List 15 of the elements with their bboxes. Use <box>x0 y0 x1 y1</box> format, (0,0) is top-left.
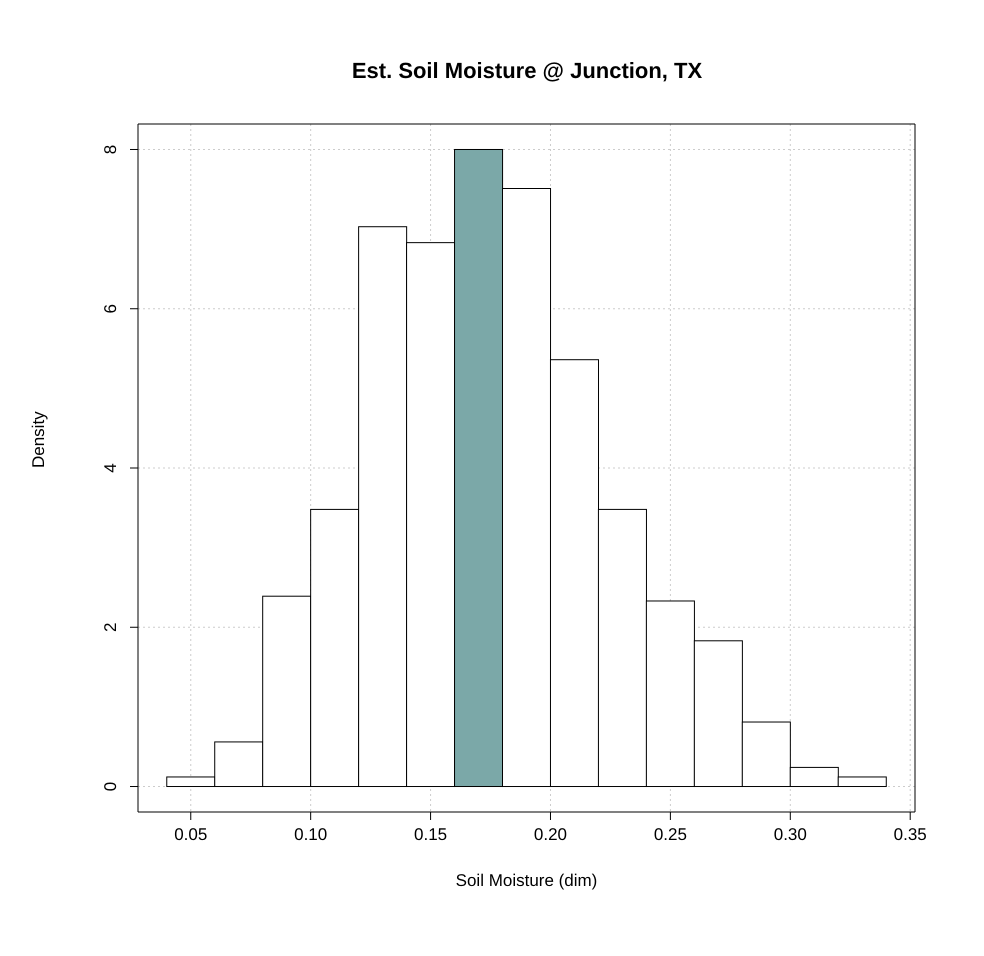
y-tick-label: 2 <box>101 622 120 632</box>
x-axis-title: Soil Moisture (dim) <box>456 871 598 890</box>
y-tick-label: 4 <box>101 463 120 473</box>
x-tick-label: 0.35 <box>894 825 927 844</box>
x-tick-label: 0.25 <box>654 825 687 844</box>
x-tick-label: 0.10 <box>294 825 328 844</box>
x-tick-label: 0.30 <box>774 825 807 844</box>
y-tick-label: 8 <box>101 144 120 154</box>
y-tick-label: 6 <box>101 304 120 314</box>
x-tick-label: 0.15 <box>414 825 448 844</box>
y-tick-label: 0 <box>101 782 120 792</box>
y-axis-title: Density <box>29 410 48 468</box>
x-tick-label: 0.05 <box>174 825 208 844</box>
chart-title: Est. Soil Moisture @ Junction, TX <box>350 58 704 84</box>
x-tick-label: 0.20 <box>534 825 568 844</box>
